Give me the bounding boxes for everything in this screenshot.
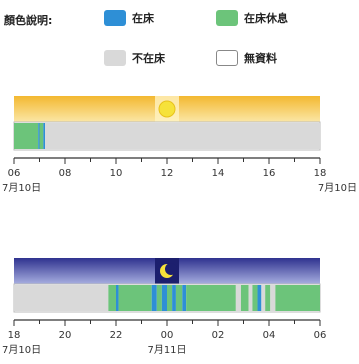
day-segment-3 <box>43 123 46 149</box>
night-timeline-chart: 18 20 22 00 02 04 06 7月10日 7月11日 <box>0 254 359 364</box>
legend-label-out-of-bed: 不在床 <box>132 52 165 65</box>
day-segment-1 <box>38 123 40 149</box>
night-segment-10 <box>182 285 187 311</box>
day-timeline-chart: 06 08 10 12 14 16 18 7月10日 7月10日 <box>0 92 359 207</box>
day-segment-4 <box>45 123 321 149</box>
legend-item-no-data: 無資料 <box>216 50 277 66</box>
night-tick-label-2: 22 <box>110 330 123 341</box>
day-end-date: 7月10日 <box>318 182 357 194</box>
legend-swatch-out-of-bed <box>104 50 126 66</box>
night-segment-0 <box>14 285 109 311</box>
day-tick-label-0: 06 <box>8 168 21 179</box>
legend-label-in-bed: 在床 <box>132 12 154 25</box>
day-tick-label-6: 18 <box>314 168 327 179</box>
night-segment-12 <box>235 285 241 311</box>
moon-shadow <box>165 263 177 275</box>
night-segment-19 <box>270 285 276 311</box>
night-segment-13 <box>240 285 249 311</box>
night-tick-label-6: 06 <box>314 330 327 341</box>
night-tick-label-1: 20 <box>59 330 72 341</box>
night-segment-8 <box>172 285 176 311</box>
night-segment-11 <box>186 285 236 311</box>
night-tick-label-3: 00 <box>161 330 174 341</box>
day-timeline-svg: 06 08 10 12 14 16 18 7月10日 7月10日 <box>2 96 357 194</box>
day-tick-label-5: 16 <box>263 168 276 179</box>
legend-item-in-bed: 在床 <box>104 10 154 26</box>
legend-swatch-no-data <box>216 50 238 66</box>
night-segment-9 <box>175 285 183 311</box>
night-segment-6 <box>161 285 167 311</box>
night-tick-label-0: 18 <box>8 330 21 341</box>
day-tick-label-4: 14 <box>212 168 225 179</box>
legend-swatch-in-bed <box>104 10 126 26</box>
day-tick-label-1: 08 <box>59 168 72 179</box>
night-segment-4 <box>151 285 157 311</box>
night-timeline-svg: 18 20 22 00 02 04 06 7月10日 7月11日 <box>2 258 327 356</box>
night-segment-16 <box>257 285 262 311</box>
night-tick-label-5: 04 <box>263 330 276 341</box>
legend-title: 顏色說明: <box>4 14 53 27</box>
day-start-date: 7月10日 <box>2 182 41 194</box>
night-segment-5 <box>156 285 162 311</box>
night-segment-18 <box>265 285 271 311</box>
night-tick-label-4: 02 <box>212 330 225 341</box>
night-segment-7 <box>167 285 173 311</box>
night-segment-1 <box>108 285 116 311</box>
night-segment-3 <box>118 285 152 311</box>
night-segment-14 <box>248 285 253 311</box>
night-segment-17 <box>261 285 266 311</box>
night-end-date: 7月11日 <box>147 344 186 356</box>
legend-item-out-of-bed: 不在床 <box>104 50 165 66</box>
day-segment-0 <box>14 123 39 149</box>
day-tick-label-2: 10 <box>110 168 123 179</box>
night-start-date: 7月10日 <box>2 344 41 356</box>
legend-item-bed-rest: 在床休息 <box>216 10 288 26</box>
legend-swatch-bed-rest <box>216 10 238 26</box>
night-segment-20 <box>275 285 320 311</box>
day-segment-2 <box>39 123 44 149</box>
night-segment-2 <box>116 285 119 311</box>
sun-icon <box>158 100 176 118</box>
night-segment-15 <box>252 285 258 311</box>
legend-label-bed-rest: 在床休息 <box>244 12 288 25</box>
legend-label-no-data: 無資料 <box>244 52 277 65</box>
day-tick-label-3: 12 <box>161 168 174 179</box>
